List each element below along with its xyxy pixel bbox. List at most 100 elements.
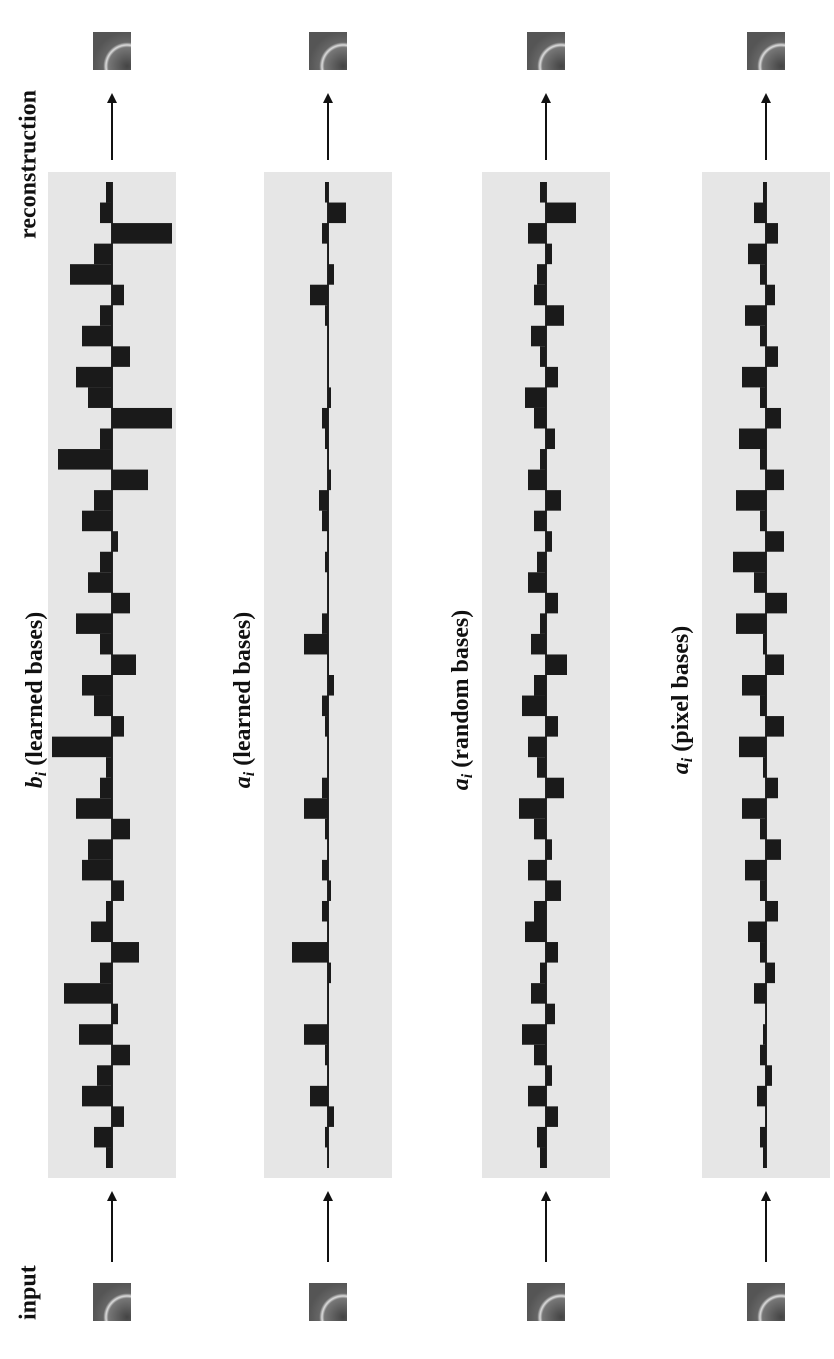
- title-text: (random bases): [448, 610, 474, 768]
- coefficient-bar: [76, 613, 112, 634]
- coefficient-bar: [540, 613, 546, 634]
- coefficient-bar: [322, 695, 328, 717]
- coefficient-bar: [328, 449, 329, 470]
- coefficient-bar: [94, 695, 112, 717]
- input-patch: [309, 1283, 347, 1321]
- coefficient-bar: [540, 346, 546, 367]
- coefficient-bar: [766, 777, 778, 799]
- coefficient-bar: [546, 366, 558, 388]
- coefficient-bar: [766, 469, 784, 491]
- title-symbol: a: [230, 776, 256, 788]
- coefficient-bar: [763, 182, 766, 203]
- coefficient-bar: [91, 921, 112, 943]
- coefficient-bar: [328, 880, 331, 901]
- coefficient-bar: [82, 510, 112, 532]
- panel-title: ai (pixel bases): [668, 626, 696, 774]
- coefficient-bar: [754, 202, 766, 224]
- coefficient-bar: [328, 366, 329, 388]
- coefficient-bar: [52, 736, 112, 758]
- coefficient-bar: [106, 757, 112, 778]
- coefficient-bar: [546, 716, 558, 737]
- coefficient-bar: [100, 962, 112, 984]
- coefficient-bar: [531, 325, 546, 347]
- coefficient-bar: [739, 736, 766, 758]
- coefficient-bar: [328, 202, 346, 224]
- coefficient-bar: [760, 264, 766, 285]
- coefficient-bar: [531, 983, 546, 1004]
- reconstruction-label: reconstruction: [16, 90, 42, 239]
- coefficient-bar: [325, 182, 328, 203]
- coefficient-bar: [325, 1126, 328, 1148]
- coefficient-bar: [766, 962, 775, 984]
- coefficient-bar: [112, 942, 139, 963]
- title-text: (learned bases): [230, 612, 256, 766]
- coefficient-bar: [325, 305, 328, 326]
- coefficient-bar: [82, 675, 112, 696]
- coefficient-bar: [537, 551, 546, 573]
- coefficient-bar: [528, 736, 546, 758]
- coefficient-bar: [546, 490, 561, 511]
- coefficient-bar: [742, 798, 766, 819]
- coefficient-bar: [760, 510, 766, 532]
- coefficient-bar: [322, 223, 328, 244]
- title-symbol: b: [22, 776, 48, 788]
- coefficient-bar: [546, 592, 558, 614]
- coefficient-bar: [94, 1126, 112, 1148]
- coefficient-bar: [112, 531, 118, 552]
- coefficient-bar: [304, 1024, 328, 1045]
- coefficient-bar: [766, 900, 778, 922]
- coefficient-bar: [760, 449, 766, 470]
- coefficient-bar: [760, 695, 766, 717]
- title-symbol: a: [668, 762, 694, 774]
- coefficient-bar: [525, 921, 546, 943]
- input-patch: [747, 1283, 785, 1321]
- coefficient-bar: [540, 1147, 546, 1168]
- reconstruction-patch: [527, 32, 565, 70]
- coefficient-bar: [534, 675, 546, 696]
- coefficient-bar: [766, 346, 778, 367]
- coefficient-bar: [760, 1126, 766, 1148]
- coefficient-bar: [88, 839, 112, 860]
- coefficient-bar: [328, 264, 334, 285]
- coefficient-bar: [328, 572, 329, 593]
- coefficient-bar: [766, 1065, 772, 1086]
- coefficient-bar: [100, 551, 112, 573]
- title-text: (pixel bases): [668, 626, 694, 752]
- coefficient-bar: [328, 387, 331, 408]
- reconstruction-patch: [93, 32, 131, 70]
- coefficient-bar: [79, 1024, 112, 1045]
- coefficient-bar: [112, 223, 172, 244]
- coefficient-bar: [100, 202, 112, 224]
- coefficient-bar: [112, 818, 130, 840]
- coefficient-bar: [325, 428, 328, 450]
- coefficient-bar: [328, 325, 329, 347]
- coefficient-bar: [528, 469, 546, 491]
- coefficient-bar: [328, 962, 331, 984]
- coefficient-bar: [546, 1003, 555, 1025]
- reconstruction-patch: [747, 32, 785, 70]
- coefficient-bar: [537, 264, 546, 285]
- coefficient-bar: [328, 1147, 329, 1168]
- coefficient-bar: [534, 510, 546, 532]
- coefficient-bar: [754, 983, 766, 1004]
- coefficient-bar: [70, 264, 112, 285]
- coefficient-bar: [328, 654, 329, 675]
- coefficient-bar: [325, 818, 328, 840]
- coefficient-bar: [534, 818, 546, 840]
- coefficient-bar: [766, 407, 781, 429]
- coefficient-bar: [310, 284, 328, 306]
- coefficient-bar: [760, 818, 766, 840]
- panel-title: bi (learned bases): [22, 612, 50, 788]
- coefficient-bar: [733, 551, 766, 573]
- coefficient-bar: [760, 942, 766, 963]
- coefficient-bar: [328, 675, 334, 696]
- coefficient-bar: [540, 962, 546, 984]
- coefficient-bar: [328, 921, 329, 943]
- coefficient-bar: [58, 449, 112, 470]
- coefficient-bar: [304, 798, 328, 819]
- coefficient-bar: [328, 983, 329, 1004]
- coefficient-bar: [522, 695, 546, 717]
- input-patch: [93, 1283, 131, 1321]
